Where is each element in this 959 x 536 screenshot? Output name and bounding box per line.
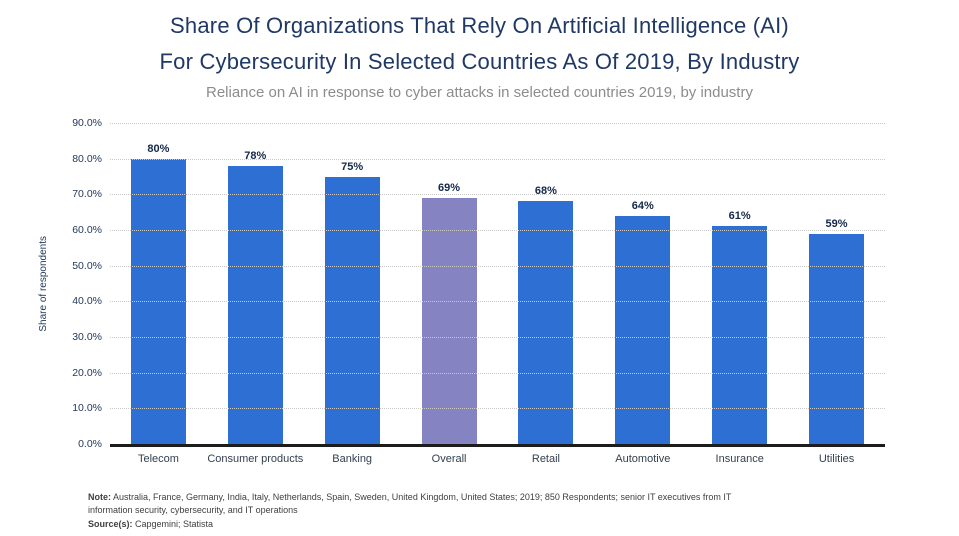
note-text: Australia, France, Germany, India, Italy… [88, 492, 732, 515]
x-axis-category-label: Retail [531, 453, 560, 465]
y-axis-tick-label: 50.0% [72, 259, 102, 272]
chart-subtitle: Reliance on AI in response to cyber atta… [206, 84, 753, 101]
bar-value-label: 61% [728, 210, 751, 223]
x-axis-category-label: Banking [332, 453, 373, 465]
bars-container: 80% 78% 75% 69% 68% 64% 61% 59% [110, 123, 885, 444]
bar-banking[interactable] [324, 176, 380, 444]
y-axis-title: Share of respondents [37, 235, 49, 332]
x-axis-category-label: Overall [431, 453, 467, 465]
bar-slot: 61% [691, 123, 788, 444]
bar-value-label: 80% [147, 142, 170, 155]
chart-title-line-1: Share Of Organizations That Rely On Arti… [170, 13, 789, 38]
gridline [110, 337, 885, 338]
y-axis-tick-label: 10.0% [72, 402, 102, 415]
x-axis-category-label: Automotive [615, 453, 671, 465]
bar-slot: 59% [788, 123, 885, 444]
gridline [110, 372, 885, 374]
bar-retail[interactable] [518, 201, 574, 444]
bar-consumer-products[interactable] [227, 165, 283, 444]
x-axis-category-label: Telecom [137, 453, 179, 465]
source-line: Source(s): Capgemini; Statista [88, 518, 736, 531]
note-line: Note: Australia, France, Germany, India,… [88, 491, 736, 516]
bar-slot: 75% [304, 123, 401, 444]
bar-value-label: 75% [341, 160, 364, 173]
bar-value-label: 78% [244, 149, 267, 162]
bar-slot: 68% [498, 123, 595, 444]
chart-header: Share Of Organizations That Rely On Arti… [0, 8, 959, 104]
bar-value-label: 69% [438, 181, 461, 194]
source-label: Source(s): [88, 519, 133, 530]
bar-slot: 64% [594, 123, 691, 444]
gridline [110, 194, 885, 196]
plot-area: Share of respondents 80% 78% 75% 69% 68% 64% 6… [38, 117, 885, 450]
x-axis-category-label: Insurance [715, 453, 764, 465]
bar-value-label: 68% [534, 185, 557, 198]
y-axis-tick-label: 80.0% [72, 152, 102, 165]
bar-slot: 80% [110, 123, 207, 444]
y-axis-tick-label: 20.0% [72, 366, 102, 379]
note-label: Note: [88, 492, 111, 502]
chart-title-line-2: For Cybersecurity In Selected Countries … [159, 49, 800, 74]
y-axis-tick-label: 30.0% [72, 331, 102, 343]
y-axis-tick-label: 60.0% [72, 224, 102, 236]
gridline [110, 408, 885, 410]
y-axis-tick-label: 0.0% [78, 438, 102, 450]
bar-value-label: 59% [825, 217, 848, 230]
bar-slot: 69% [401, 123, 498, 444]
y-axis-tick-label: 70.0% [72, 188, 102, 201]
gridline [110, 301, 885, 303]
bar-slot: 78% [207, 123, 304, 444]
gridline [110, 265, 885, 267]
bar-automotive[interactable] [615, 215, 671, 444]
gridline [110, 230, 885, 231]
x-axis-category-label: Utilities [818, 453, 855, 465]
source-text: Capgemini; Statista [132, 519, 214, 530]
y-axis-title-wrap: Share of respondents [36, 123, 50, 444]
x-axis-category-label: Consumer products [207, 453, 304, 465]
y-axis-tick-label: 90.0% [72, 117, 102, 129]
gridline [110, 123, 885, 124]
bar-overall[interactable] [421, 197, 477, 444]
footer-notes: Note: Australia, France, Germany, India,… [88, 491, 736, 531]
bar-value-label: 64% [631, 199, 654, 212]
y-axis-tick-label: 40.0% [72, 295, 102, 308]
bar-insurance[interactable] [712, 226, 768, 444]
gridline [110, 158, 885, 160]
category-labels: Telecom Consumer products Banking Overall Re… [110, 453, 885, 465]
